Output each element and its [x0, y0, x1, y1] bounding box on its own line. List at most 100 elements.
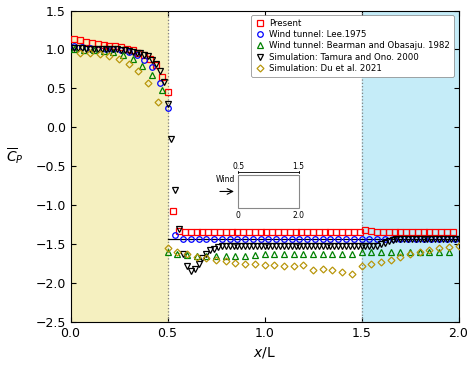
Wind tunnel: Lee.1975: (0.78, -1.44): Lee.1975: (0.78, -1.44): [219, 237, 225, 242]
Wind tunnel: Bearman and Obasaju. 1982: (1.35, -1.62): Bearman and Obasaju. 1982: (1.35, -1.62): [329, 251, 335, 256]
Simulation: Du et al. 2021: (1.15, -1.78): Du et al. 2021: (1.15, -1.78): [291, 264, 297, 268]
Wind tunnel: Lee.1975: (1.1, -1.44): Lee.1975: (1.1, -1.44): [281, 237, 287, 242]
Wind tunnel: Lee.1975: (1.94, -1.44): Lee.1975: (1.94, -1.44): [444, 237, 450, 242]
Wind tunnel: Bearman and Obasaju. 1982: (0.07, 0.99): Bearman and Obasaju. 1982: (0.07, 0.99): [82, 48, 87, 52]
Wind tunnel: Lee.1975: (1.22, -1.44): Lee.1975: (1.22, -1.44): [304, 237, 310, 242]
Legend: Present, Wind tunnel: Lee.1975, Wind tunnel: Bearman and Obasaju. 1982, Simulati: Present, Wind tunnel: Lee.1975, Wind tun…: [251, 15, 454, 77]
Wind tunnel: Lee.1975: (0.94, -1.44): Lee.1975: (0.94, -1.44): [250, 237, 256, 242]
Present: [182, 230, 188, 235]
Wind tunnel: Lee.1975: (1.9, -1.44): Lee.1975: (1.9, -1.44): [436, 237, 442, 242]
Wind tunnel: Lee.1975: (0.02, 1.04): Lee.1975: (0.02, 1.04): [72, 44, 77, 49]
Wind tunnel: Bearman and Obasaju. 1982: (0.8, -1.65): Bearman and Obasaju. 1982: (0.8, -1.65): [223, 254, 228, 258]
Simulation: Du et al. 2021: (1.05, -1.77): Du et al. 2021: (1.05, -1.77): [272, 263, 277, 268]
Simulation: Du et al. 2021: (0.8, -1.72): Du et al. 2021: (0.8, -1.72): [223, 259, 228, 264]
Simulation: Du et al. 2021: (1, -1.77): Du et al. 2021: (1, -1.77): [262, 263, 267, 268]
Wind tunnel: Lee.1975: (1.86, -1.44): Lee.1975: (1.86, -1.44): [428, 237, 434, 242]
Simulation: Du et al. 2021: (0.05, 0.96): Du et al. 2021: (0.05, 0.96): [77, 51, 83, 55]
Line: Present: Present: [72, 37, 456, 235]
Simulation: Du et al. 2021: (0.5, -1.55): Du et al. 2021: (0.5, -1.55): [165, 246, 171, 250]
Simulation: Du et al. 2021: (2, -1.53): Du et al. 2021: (2, -1.53): [456, 244, 461, 249]
Simulation: Tamura and Ono. 2000: (1.22, -1.52): Tamura and Ono. 2000: (1.22, -1.52): [304, 243, 310, 248]
Wind tunnel: Lee.1975: (1.82, -1.44): Lee.1975: (1.82, -1.44): [421, 237, 427, 242]
Simulation: Du et al. 2021: (1.6, -1.73): Du et al. 2021: (1.6, -1.73): [378, 260, 384, 264]
Wind tunnel: Bearman and Obasaju. 1982: (1.2, -1.62): Bearman and Obasaju. 1982: (1.2, -1.62): [301, 251, 306, 256]
Wind tunnel: Bearman and Obasaju. 1982: (1.05, -1.63): Bearman and Obasaju. 1982: (1.05, -1.63): [272, 252, 277, 257]
Simulation: Du et al. 2021: (1.3, -1.82): Du et al. 2021: (1.3, -1.82): [320, 267, 326, 271]
Wind tunnel: Lee.1975: (1.14, -1.44): Lee.1975: (1.14, -1.44): [289, 237, 294, 242]
Simulation: Du et al. 2021: (0.55, -1.6): Du et al. 2021: (0.55, -1.6): [174, 250, 180, 254]
Present: [194, 230, 200, 235]
Wind tunnel: Bearman and Obasaju. 1982: (1.1, -1.63): Bearman and Obasaju. 1982: (1.1, -1.63): [281, 252, 287, 257]
Wind tunnel: Lee.1975: (1.98, -1.44): Lee.1975: (1.98, -1.44): [452, 237, 457, 242]
Wind tunnel: Bearman and Obasaju. 1982: (0.65, -1.65): Bearman and Obasaju. 1982: (0.65, -1.65): [194, 254, 200, 258]
Simulation: Tamura and Ono. 2000: (0.62, -1.85): Tamura and Ono. 2000: (0.62, -1.85): [188, 269, 194, 274]
Wind tunnel: Lee.1975: (1.46, -1.44): Lee.1975: (1.46, -1.44): [351, 237, 356, 242]
Wind tunnel: Lee.1975: (1.3, -1.44): Lee.1975: (1.3, -1.44): [320, 237, 326, 242]
Wind tunnel: Bearman and Obasaju. 1982: (0.95, -1.64): Bearman and Obasaju. 1982: (0.95, -1.64): [252, 253, 258, 257]
Wind tunnel: Lee.1975: (0.1, 1.02): Lee.1975: (0.1, 1.02): [87, 46, 93, 50]
Wind tunnel: Bearman and Obasaju. 1982: (0.6, -1.64): Bearman and Obasaju. 1982: (0.6, -1.64): [184, 253, 190, 257]
Wind tunnel: Bearman and Obasaju. 1982: (0.12, 0.99): Bearman and Obasaju. 1982: (0.12, 0.99): [91, 48, 97, 52]
Wind tunnel: Lee.1975: (0.06, 1.03): Lee.1975: (0.06, 1.03): [79, 45, 85, 49]
Simulation: Du et al. 2021: (0.95, -1.76): Du et al. 2021: (0.95, -1.76): [252, 262, 258, 266]
Bar: [362, 11, 458, 322]
Wind tunnel: Bearman and Obasaju. 1982: (1.25, -1.62): Bearman and Obasaju. 1982: (1.25, -1.62): [310, 251, 316, 256]
Wind tunnel: Bearman and Obasaju. 1982: (1.45, -1.62): Bearman and Obasaju. 1982: (1.45, -1.62): [349, 251, 355, 256]
Simulation: Du et al. 2021: (1.2, -1.77): Du et al. 2021: (1.2, -1.77): [301, 263, 306, 268]
Simulation: Tamura and Ono. 2000: (1.06, -1.52): Tamura and Ono. 2000: (1.06, -1.52): [273, 243, 279, 248]
Wind tunnel: Lee.1975: (1.54, -1.44): Lee.1975: (1.54, -1.44): [366, 237, 372, 242]
Wind tunnel: Lee.1975: (0.42, 0.77): Lee.1975: (0.42, 0.77): [149, 65, 155, 70]
Simulation: Du et al. 2021: (0.25, 0.88): Du et al. 2021: (0.25, 0.88): [116, 57, 122, 61]
Wind tunnel: Bearman and Obasaju. 1982: (0.02, 1): Bearman and Obasaju. 1982: (0.02, 1): [72, 47, 77, 52]
Wind tunnel: Bearman and Obasaju. 1982: (1.6, -1.6): Bearman and Obasaju. 1982: (1.6, -1.6): [378, 250, 384, 254]
Wind tunnel: Bearman and Obasaju. 1982: (0.47, 0.48): Bearman and Obasaju. 1982: (0.47, 0.48): [159, 88, 164, 92]
Present: [450, 230, 456, 235]
Wind tunnel: Lee.1975: (1.18, -1.44): Lee.1975: (1.18, -1.44): [297, 237, 302, 242]
Wind tunnel: Lee.1975: (0.86, -1.44): Lee.1975: (0.86, -1.44): [235, 237, 240, 242]
Simulation: Du et al. 2021: (0.85, -1.74): Du et al. 2021: (0.85, -1.74): [233, 261, 238, 265]
Wind tunnel: Lee.1975: (0.18, 1): Lee.1975: (0.18, 1): [103, 47, 109, 52]
Present: [165, 90, 171, 94]
Line: Wind tunnel: Lee.1975: Wind tunnel: Lee.1975: [72, 44, 457, 242]
Wind tunnel: Bearman and Obasaju. 1982: (1.15, -1.63): Bearman and Obasaju. 1982: (1.15, -1.63): [291, 252, 297, 257]
Simulation: Tamura and Ono. 2000: (1.92, -1.44): Tamura and Ono. 2000: (1.92, -1.44): [440, 237, 446, 242]
Wind tunnel: Bearman and Obasaju. 1982: (1.55, -1.6): Bearman and Obasaju. 1982: (1.55, -1.6): [368, 250, 374, 254]
Simulation: Du et al. 2021: (0.45, 0.32): Du et al. 2021: (0.45, 0.32): [155, 100, 161, 105]
Wind tunnel: Bearman and Obasaju. 1982: (0.37, 0.79): Bearman and Obasaju. 1982: (0.37, 0.79): [139, 64, 145, 68]
Wind tunnel: Lee.1975: (0.54, -1.38): Lee.1975: (0.54, -1.38): [173, 233, 178, 237]
Simulation: Du et al. 2021: (0.15, 0.94): Du et al. 2021: (0.15, 0.94): [97, 52, 102, 56]
Present: [427, 230, 432, 235]
Wind tunnel: Lee.1975: (0.22, 1): Lee.1975: (0.22, 1): [110, 47, 116, 52]
Wind tunnel: Lee.1975: (1.62, -1.44): Lee.1975: (1.62, -1.44): [382, 237, 388, 242]
Simulation: Tamura and Ono. 2000: (0.48, 0.58): Tamura and Ono. 2000: (0.48, 0.58): [161, 80, 166, 85]
Wind tunnel: Lee.1975: (1.74, -1.44): Lee.1975: (1.74, -1.44): [405, 237, 411, 242]
Wind tunnel: Bearman and Obasaju. 1982: (0.85, -1.65): Bearman and Obasaju. 1982: (0.85, -1.65): [233, 254, 238, 258]
Wind tunnel: Bearman and Obasaju. 1982: (1.3, -1.62): Bearman and Obasaju. 1982: (1.3, -1.62): [320, 251, 326, 256]
Present: [100, 42, 106, 47]
Simulation: Du et al. 2021: (0.3, 0.82): Du et al. 2021: (0.3, 0.82): [126, 61, 132, 66]
Wind tunnel: Bearman and Obasaju. 1982: (0.5, -1.6): Bearman and Obasaju. 1982: (0.5, -1.6): [165, 250, 171, 254]
Simulation: Du et al. 2021: (1.85, -1.57): Du et al. 2021: (1.85, -1.57): [427, 247, 432, 252]
Simulation: Du et al. 2021: (1.45, -1.88): Du et al. 2021: (1.45, -1.88): [349, 272, 355, 276]
Wind tunnel: Lee.1975: (1.02, -1.44): Lee.1975: (1.02, -1.44): [265, 237, 271, 242]
Simulation: Du et al. 2021: (1.55, -1.75): Du et al. 2021: (1.55, -1.75): [368, 261, 374, 266]
Simulation: Du et al. 2021: (1.35, -1.83): Du et al. 2021: (1.35, -1.83): [329, 268, 335, 272]
Wind tunnel: Bearman and Obasaju. 1982: (0.42, 0.67): Bearman and Obasaju. 1982: (0.42, 0.67): [149, 73, 155, 77]
Simulation: Du et al. 2021: (0.9, -1.75): Du et al. 2021: (0.9, -1.75): [242, 261, 248, 266]
Wind tunnel: Lee.1975: (0.98, -1.44): Lee.1975: (0.98, -1.44): [258, 237, 264, 242]
Wind tunnel: Bearman and Obasaju. 1982: (0.22, 0.97): Bearman and Obasaju. 1982: (0.22, 0.97): [110, 50, 116, 54]
Wind tunnel: Bearman and Obasaju. 1982: (0.17, 0.98): Bearman and Obasaju. 1982: (0.17, 0.98): [100, 49, 106, 53]
Wind tunnel: Lee.1975: (1.5, -1.44): Lee.1975: (1.5, -1.44): [359, 237, 365, 242]
Wind tunnel: Bearman and Obasaju. 1982: (0.55, -1.63): Bearman and Obasaju. 1982: (0.55, -1.63): [174, 252, 180, 257]
Simulation: Tamura and Ono. 2000: (0.02, 1.02): Tamura and Ono. 2000: (0.02, 1.02): [72, 46, 77, 50]
Bar: [71, 11, 168, 322]
Wind tunnel: Lee.1975: (0.62, -1.44): Lee.1975: (0.62, -1.44): [188, 237, 194, 242]
Wind tunnel: Lee.1975: (0.14, 1.01): Lee.1975: (0.14, 1.01): [95, 46, 100, 51]
Wind tunnel: Lee.1975: (1.78, -1.44): Lee.1975: (1.78, -1.44): [413, 237, 419, 242]
Line: Simulation: Du et al. 2021: Simulation: Du et al. 2021: [78, 50, 461, 276]
Wind tunnel: Bearman and Obasaju. 1982: (0.7, -1.65): Bearman and Obasaju. 1982: (0.7, -1.65): [203, 254, 209, 258]
Wind tunnel: Lee.1975: (0.74, -1.44): Lee.1975: (0.74, -1.44): [211, 237, 217, 242]
Simulation: Tamura and Ono. 2000: (2, -1.44): Tamura and Ono. 2000: (2, -1.44): [456, 237, 461, 242]
Wind tunnel: Lee.1975: (0.38, 0.87): Lee.1975: (0.38, 0.87): [141, 57, 147, 62]
Simulation: Du et al. 2021: (1.4, -1.86): Du et al. 2021: (1.4, -1.86): [339, 270, 345, 274]
